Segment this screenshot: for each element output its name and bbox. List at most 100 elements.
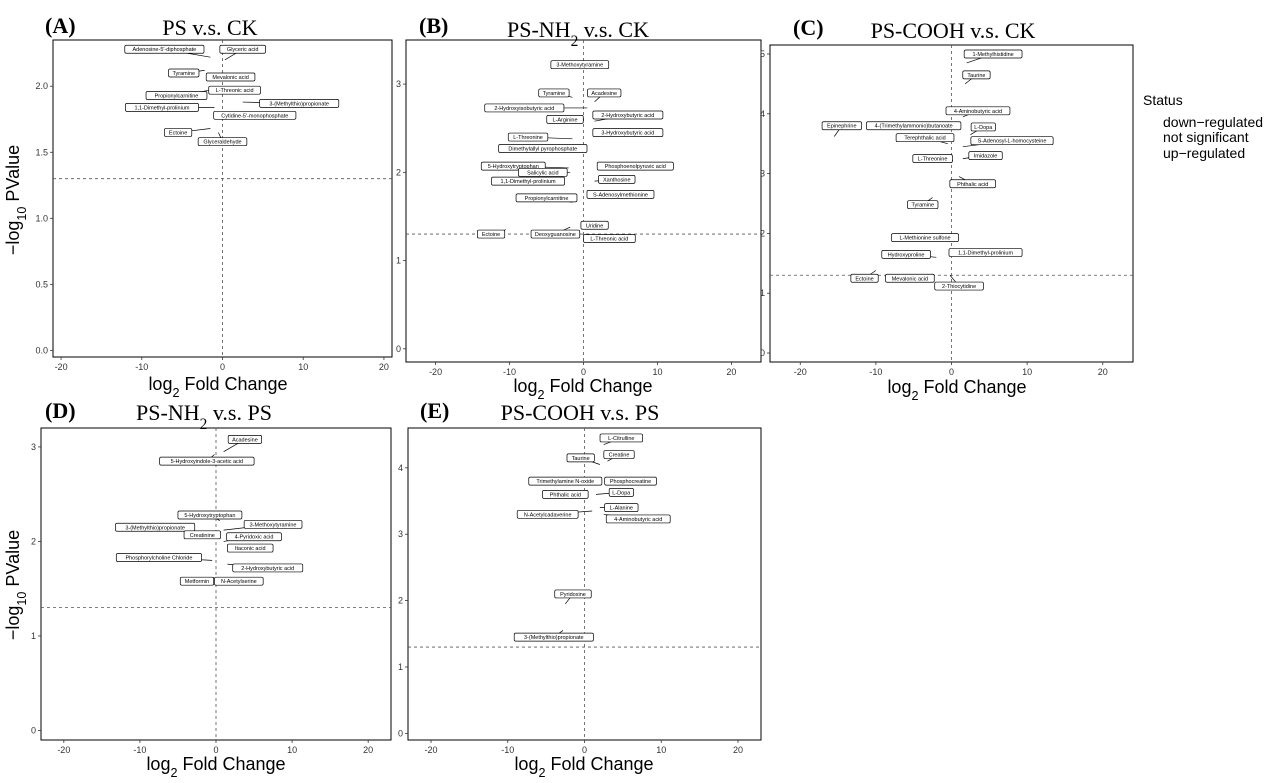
metabolite-name: Cytidine-5'-monophosphate	[221, 113, 288, 119]
metabolite-name: 3-Methoxytyramine	[556, 63, 603, 69]
label-box	[243, 520, 303, 529]
metabolite-name: 2-Hydroxybutyric acid	[241, 566, 294, 572]
label-box	[164, 128, 193, 137]
x-tick-label: 20	[363, 745, 373, 755]
y-tick-label: 3	[396, 79, 401, 89]
x-tick-label: 0	[582, 745, 587, 755]
metabolite-label: Acadesine	[587, 88, 622, 103]
metabolite-label: Mevalonic acid	[205, 72, 256, 82]
label-box	[183, 530, 221, 540]
metabolite-label: L-Methionine sulfone	[891, 233, 959, 242]
x-axis-title: log2 Fold Change	[148, 374, 287, 400]
metabolite-name: Tyramine	[911, 203, 934, 209]
metabolite-name: N-Acetylserine	[221, 579, 257, 585]
metabolite-name: 3-Methoxytyramine	[250, 522, 297, 528]
metabolite-label: S-Adenosyl-L-homocysteine	[962, 136, 1054, 148]
label-box	[498, 144, 588, 153]
metabolite-label: L-Arginine	[546, 115, 584, 124]
x-tick-label: 0	[220, 362, 225, 372]
label-box	[970, 136, 1054, 146]
metabolite-name: Taurine	[967, 73, 985, 79]
panel-letter: (A)	[45, 13, 76, 38]
metabolite-label: L-Dopa	[970, 122, 996, 136]
x-tick-label: -10	[869, 367, 882, 377]
label-box	[949, 179, 996, 189]
label-box	[968, 151, 1003, 161]
x-tick-label: -20	[57, 745, 70, 755]
metabolite-label: L-Alanine	[599, 503, 639, 513]
label-box	[516, 509, 579, 519]
label-box	[125, 103, 199, 112]
x-axis-title: log2 Fold Change	[146, 754, 285, 780]
label-box	[484, 103, 565, 113]
metabolite-label: L-Citrulline	[599, 433, 643, 445]
y-tick-label: 3	[760, 169, 765, 179]
metabolite-name: L-Threonine	[513, 135, 543, 141]
x-tick-label: 10	[656, 745, 666, 755]
label-box	[850, 273, 879, 283]
metabolite-name: Metformin	[185, 579, 209, 585]
x-tick-label: -10	[501, 745, 514, 755]
x-tick-label: 10	[1022, 367, 1032, 377]
metabolite-name: Creatine	[609, 453, 630, 459]
metabolite-name: Glyceraldehyde	[203, 140, 241, 146]
metabolite-name: L-Threonic acid	[216, 88, 254, 94]
label-box	[605, 514, 671, 524]
label-box	[945, 106, 1011, 116]
label-box	[948, 248, 1023, 257]
metabolite-label: Mevalonic acid	[885, 273, 935, 283]
metabolite-label: Xanthosine	[594, 175, 636, 184]
y-tick-label: 2	[396, 167, 401, 177]
metabolite-name: Acadesine	[591, 91, 617, 97]
metabolite-label: 1,1-Dimethyl-prolinium	[948, 248, 1023, 257]
legend-title: Status	[1143, 92, 1183, 108]
metabolite-label: 4-Aminobutyric acid	[945, 106, 1011, 118]
metabolite-label: 5-Hydroxyindole-3-acetic acid	[159, 454, 255, 466]
metabolite-name: L-Citrulline	[608, 436, 634, 442]
metabolite-label: Terephthalic acid	[895, 133, 955, 145]
label-box	[550, 60, 610, 70]
metabolite-label: Phosphoenolpyruvic acid	[596, 161, 674, 171]
metabolite-label: L-Dopa	[595, 488, 634, 497]
metabolite-label: Taurine	[566, 453, 600, 465]
panel-e: (E) PS-COOH v.s. PS -20 -10 0 10 20 0 1 2 3 4 log2 F…	[398, 398, 762, 780]
y-axis-title: −log10 PValue	[3, 145, 29, 255]
metabolite-name: 4-Pyridoxic acid	[235, 535, 274, 541]
metabolite-label: Tyramine	[538, 88, 573, 98]
panel-title: PS-COOH v.s. CK	[871, 18, 1036, 43]
metabolite-name: Propionylcarnitine	[525, 196, 569, 202]
x-tick-label: 20	[733, 745, 743, 755]
metabolite-label: L-Threonine	[507, 132, 573, 142]
metabolite-name: S-Adenosylmethionine	[593, 192, 648, 198]
metabolite-name: 3-(Methylthio)propionate	[524, 635, 584, 641]
y-tick-label: 3	[398, 529, 403, 539]
metabolite-name: L-Arginine	[552, 117, 577, 123]
label-box	[891, 233, 959, 242]
metabolite-name: Deoxyguanosine	[535, 232, 576, 238]
metabolite-name: 2-Thiocytidine	[942, 284, 976, 290]
x-tick-label: 20	[1098, 367, 1108, 377]
metabolite-label: Creatinine	[183, 530, 221, 540]
metabolite-name: 3-(Methylthio)propionate	[269, 101, 329, 107]
y-tick-label: 4	[760, 109, 765, 119]
metabolite-name: Phthalic acid	[550, 492, 581, 498]
x-tick-label: -10	[503, 367, 516, 377]
metabolite-name: Phosphoenolpyruvic acid	[605, 164, 666, 170]
metabolite-label: Epinephrine	[821, 121, 862, 137]
y-tick-label: 4	[398, 463, 403, 473]
metabolite-label: Glyceric acid	[219, 44, 266, 61]
label-box	[592, 128, 664, 137]
metabolite-label: Dimethylallyl pyrophosphate	[498, 144, 588, 153]
metabolite-name: Mevalonic acid	[892, 276, 928, 282]
label-box	[580, 220, 609, 230]
panel-title: PS-COOH v.s. PS	[501, 400, 660, 425]
metabolite-name: Phosphocreatine	[610, 479, 651, 485]
metabolite-name: Xanthosine	[603, 177, 631, 183]
label-box	[599, 433, 643, 443]
metabolite-label: L-Threonic acid	[583, 233, 636, 243]
label-box	[604, 503, 639, 513]
label-box	[124, 44, 205, 54]
label-box	[477, 229, 506, 239]
y-tick-label: 3	[31, 442, 36, 452]
metabolite-name: 5-Hydroxytryptophan	[184, 513, 235, 519]
